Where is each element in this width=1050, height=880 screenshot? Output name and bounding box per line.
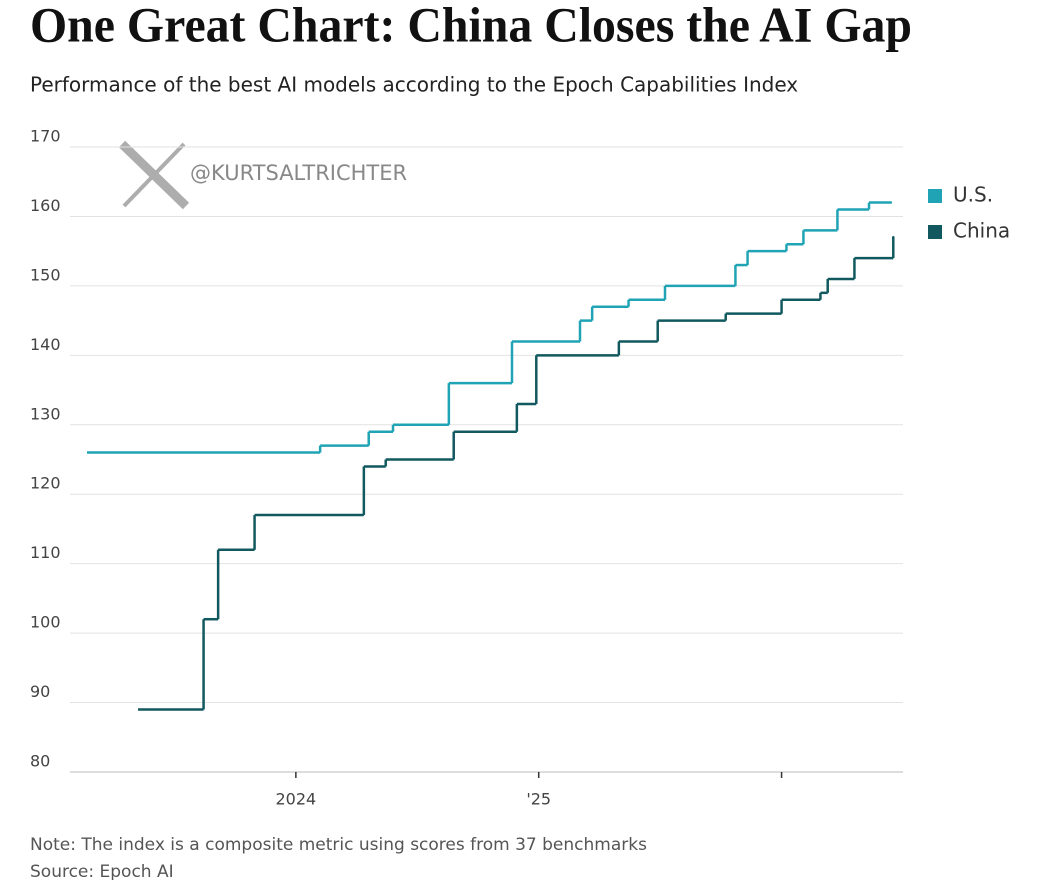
legend-swatch: [928, 225, 942, 239]
legend-label: China: [953, 219, 1010, 243]
source: Source: Epoch AI: [30, 862, 174, 880]
legend-swatch: [928, 189, 942, 203]
y-tick-label: 140: [30, 335, 61, 354]
y-tick-label: 100: [30, 613, 61, 632]
watermark: @KURTSALTRICHTER: [190, 161, 407, 185]
x-tick-label: '25: [526, 790, 551, 809]
y-tick-label: 120: [30, 474, 61, 493]
x-tick-label: 2024: [275, 790, 316, 809]
note: Note: The index is a composite metric us…: [30, 835, 647, 855]
chart-title: One Great Chart: China Closes the AI Gap: [30, 0, 912, 52]
legend-label: U.S.: [953, 183, 993, 207]
logo-stroke: [122, 142, 186, 208]
y-tick-label: 80: [30, 752, 50, 771]
watermark-logo: [118, 140, 190, 210]
y-tick-label: 130: [30, 404, 61, 423]
y-tick-label: 170: [30, 127, 61, 146]
step-end: [889, 201, 893, 204]
y-tick-label: 150: [30, 265, 61, 284]
step-end: [892, 236, 895, 239]
y-tick-label: 110: [30, 543, 61, 562]
chart-subtitle: Performance of the best AI models accord…: [30, 73, 798, 97]
y-tick-label: 160: [30, 196, 61, 215]
y-tick-label: 90: [30, 682, 50, 701]
